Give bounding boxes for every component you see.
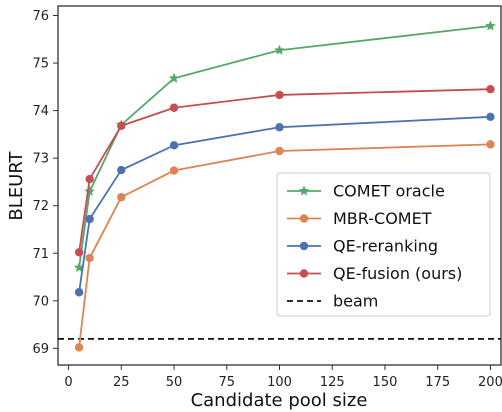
x-tick-label: 75 (218, 375, 235, 390)
series-line (78, 25, 491, 268)
x-tick-label: 0 (64, 375, 72, 390)
series-line (78, 88, 491, 253)
legend-label: COMET oracle (333, 182, 445, 201)
legend-label: QE-reranking (333, 237, 438, 256)
legend-swatch-marker (298, 185, 310, 196)
data-point (169, 141, 179, 150)
x-tick-label: 25 (113, 375, 130, 390)
y-axis-ticks: 69 70 71 72 73 74 75 76 (32, 9, 58, 357)
y-tick-label: 75 (32, 57, 49, 72)
x-tick-label: 125 (320, 375, 345, 390)
legend-item: COMET oracle (287, 182, 445, 201)
series-layer (73, 20, 496, 352)
data-point (117, 192, 126, 202)
legend-label: QE-fusion (ours) (333, 264, 462, 283)
data-point (85, 174, 94, 184)
x-axis-label: Candidate pool size (191, 390, 368, 411)
y-tick-label: 73 (32, 152, 49, 167)
x-axis-ticks: 0 25 50 75 100 125 150 175 200 (64, 365, 502, 390)
y-axis-label: BLEURT (6, 150, 27, 220)
data-point (74, 288, 84, 297)
legend-item: QE-fusion (ours) (287, 264, 462, 283)
y-tick-label: 69 (32, 342, 49, 357)
legend-label: beam (333, 292, 378, 311)
data-point (275, 146, 284, 156)
data-point (85, 214, 94, 224)
legend-swatch-marker (299, 269, 309, 278)
data-point (485, 20, 496, 31)
series-line (78, 115, 491, 293)
data-point (74, 343, 84, 352)
data-point (486, 112, 495, 121)
data-point (275, 90, 284, 100)
data-point (486, 85, 495, 94)
series-1 (74, 140, 495, 352)
legend: COMET oracle MBR-COMET QE-reranking QE-fusi… (276, 172, 491, 317)
legend-label: MBR-COMET (333, 209, 432, 228)
legend-swatch-marker (299, 214, 309, 223)
data-point (168, 72, 180, 83)
legend-swatch-marker (299, 241, 309, 251)
data-point (169, 166, 179, 175)
y-tick-label: 76 (32, 9, 49, 24)
y-tick-label: 70 (32, 294, 49, 309)
data-point (117, 121, 126, 131)
data-point (117, 165, 126, 175)
y-tick-label: 72 (32, 199, 49, 214)
y-tick-label: 74 (32, 104, 49, 119)
data-point (74, 248, 84, 257)
x-tick-label: 150 (373, 375, 398, 390)
series-line (78, 143, 491, 348)
x-tick-label: 200 (478, 375, 502, 390)
legend-box (276, 172, 491, 317)
legend-item: MBR-COMET (287, 209, 432, 228)
data-point (169, 103, 179, 112)
data-point (275, 123, 284, 132)
legend-item: beam (287, 292, 378, 311)
y-tick-label: 71 (32, 247, 49, 262)
x-tick-label: 175 (425, 375, 450, 390)
data-point (274, 44, 285, 55)
data-point (486, 140, 495, 149)
series-2 (74, 112, 495, 297)
series-3 (74, 85, 495, 257)
data-point (85, 253, 94, 263)
legend-item: QE-reranking (287, 237, 438, 256)
x-tick-label: 50 (166, 375, 183, 390)
x-tick-label: 100 (267, 375, 292, 390)
